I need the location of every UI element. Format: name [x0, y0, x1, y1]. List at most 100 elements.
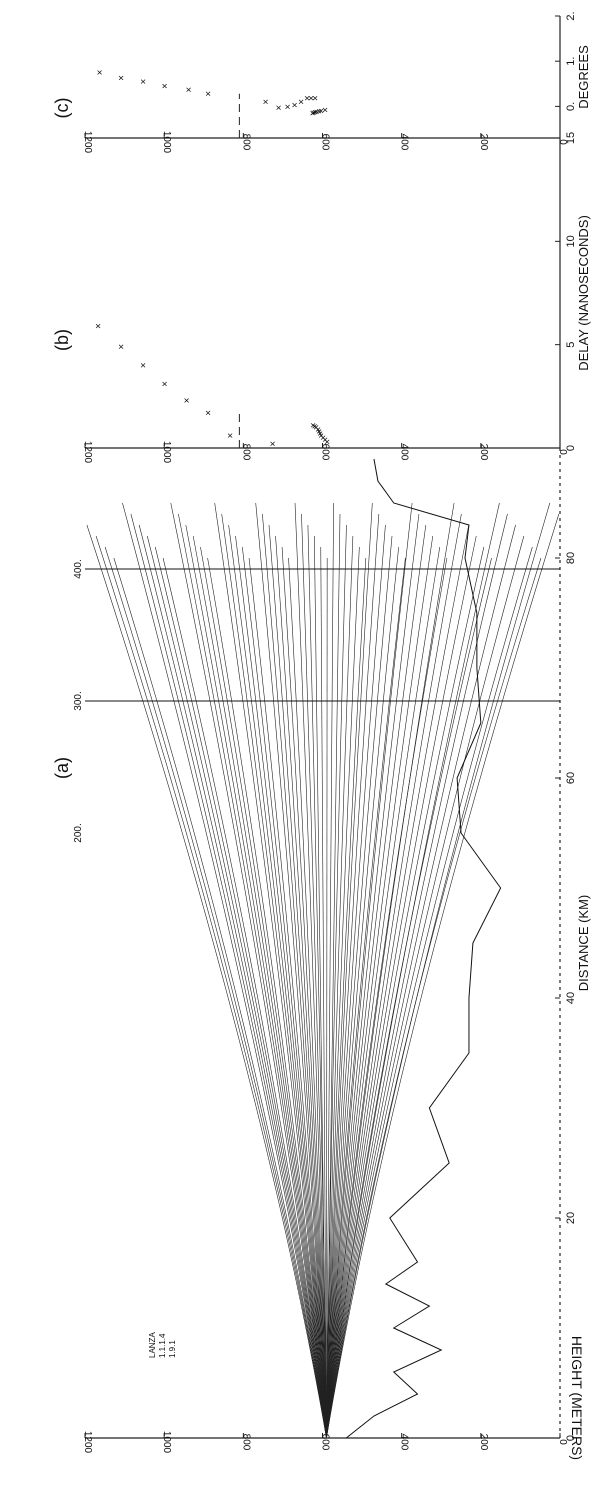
- ray: [307, 524, 327, 1439]
- ray: [326, 546, 533, 1439]
- p1-point: ×: [313, 426, 324, 432]
- p2-point: ×: [160, 83, 171, 89]
- p2-point: ×: [95, 69, 106, 75]
- p2-ytick-label: 200: [478, 134, 489, 151]
- p1-point: ×: [204, 410, 215, 416]
- p2-point: ×: [297, 99, 308, 105]
- p0-ytick-label: 1200: [82, 1431, 93, 1454]
- ray: [326, 502, 500, 1439]
- panel-c: 0200400600800100012000.1.2.DEGREES××××××…: [82, 11, 591, 153]
- top-tick-label: 400.: [73, 559, 84, 578]
- p1-ytick-label: 200: [478, 444, 489, 461]
- ray: [200, 546, 327, 1439]
- ray: [122, 502, 327, 1439]
- ray: [235, 535, 327, 1439]
- p2-point: ×: [308, 110, 319, 116]
- ray: [326, 546, 485, 1439]
- p1-point: ×: [310, 423, 321, 429]
- p0-xtick-label: 0: [565, 1435, 577, 1441]
- p2-point: ×: [204, 91, 215, 97]
- ray: [326, 535, 525, 1439]
- ray: [326, 535, 434, 1439]
- p1-point: ×: [225, 433, 236, 439]
- ray: [255, 502, 327, 1439]
- ray: [326, 524, 386, 1439]
- ray: [326, 557, 448, 1439]
- ray: [326, 502, 413, 1439]
- ray: [326, 557, 367, 1439]
- ray: [192, 535, 327, 1439]
- p0-ytick-label: 400: [399, 1434, 410, 1451]
- p1-point: ×: [117, 344, 128, 350]
- ray: [170, 502, 327, 1439]
- p1-point: ×: [182, 397, 193, 403]
- ray: [326, 502, 551, 1439]
- ground-profile: [345, 458, 502, 1439]
- ray: [326, 535, 354, 1439]
- p2-point: ×: [307, 95, 318, 101]
- p1-ytick-label: 800: [240, 444, 251, 461]
- ray: [113, 557, 327, 1439]
- p1-ytick-label: 600: [320, 444, 331, 461]
- p2-point: ×: [184, 87, 195, 93]
- p2-xtick-label: 2.: [565, 11, 577, 20]
- ray: [86, 524, 327, 1439]
- ray: [301, 513, 327, 1439]
- ray: [326, 513, 560, 1439]
- ray: [326, 546, 441, 1439]
- ray-fan: [86, 502, 560, 1439]
- ray: [326, 546, 360, 1439]
- p2-ytick-label: 1200: [82, 131, 93, 154]
- p2-point: ×: [117, 75, 128, 81]
- ray: [154, 546, 327, 1439]
- p2-point: ×: [303, 95, 314, 101]
- p2-point: ×: [312, 109, 323, 115]
- p2-point: ×: [320, 107, 331, 113]
- ray: [207, 557, 327, 1439]
- p0-ytick-label: 600: [320, 1434, 331, 1451]
- ray: [275, 535, 327, 1439]
- p2-xtick-label: 0.: [565, 102, 577, 111]
- p2-point: ×: [290, 102, 301, 108]
- ray: [228, 524, 327, 1439]
- p2-x-label: DEGREES: [576, 45, 591, 109]
- p2-point: ×: [316, 108, 327, 114]
- ray: [288, 557, 327, 1439]
- inset-text-2: 1.1.1.4: [158, 1333, 167, 1358]
- p2-point: ×: [274, 105, 285, 111]
- p1-xtick-label: 15: [565, 132, 577, 144]
- p2-xtick-label: 1.: [565, 57, 577, 66]
- p1-x-label: DELAY (NANOSECONDS): [576, 215, 591, 371]
- inset-text-1: LANZA: [148, 1332, 157, 1358]
- ray: [326, 535, 393, 1439]
- p2-point: ×: [261, 99, 272, 105]
- ray: [104, 546, 327, 1439]
- ray: [248, 557, 327, 1439]
- ray: [162, 557, 327, 1439]
- p1-xtick-label: 0: [565, 445, 577, 451]
- p1-point: ×: [318, 435, 329, 441]
- ray: [326, 535, 477, 1439]
- ray: [326, 502, 455, 1439]
- ray: [146, 535, 327, 1439]
- p1-point: ×: [138, 362, 149, 368]
- p2-ytick-label: 1000: [161, 131, 172, 154]
- p1-xtick-label: 10: [565, 235, 577, 247]
- p1-ytick-label: 1000: [161, 441, 172, 464]
- p0-ytick-label: 1000: [161, 1431, 172, 1454]
- p1-point: ×: [322, 439, 333, 445]
- p1-ytick-label: 400: [399, 444, 410, 461]
- p0-x-label: DISTANCE (KM): [576, 895, 591, 992]
- p0-xtick-label: 40: [565, 992, 577, 1004]
- ray: [326, 546, 399, 1439]
- ray: [262, 513, 327, 1439]
- p2-point: ×: [138, 78, 149, 84]
- common-labels: (a) (b) (c) HEIGHT (METERS) LANZA 1.1.1.…: [52, 98, 585, 1461]
- p2-point: ×: [311, 109, 322, 115]
- top-tick-label: 300.: [73, 691, 84, 710]
- p2-ytick-label: 800: [240, 134, 251, 151]
- top-tick-label: 200.: [73, 823, 84, 842]
- p0-xtick-label: 60: [565, 772, 577, 784]
- p1-ytick-label: 1200: [82, 441, 93, 464]
